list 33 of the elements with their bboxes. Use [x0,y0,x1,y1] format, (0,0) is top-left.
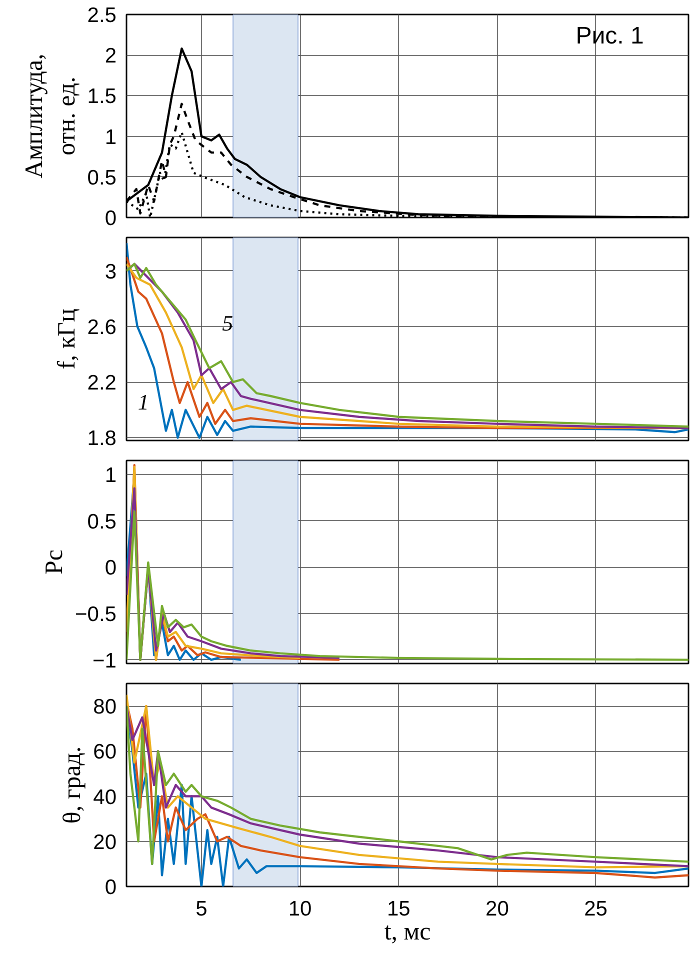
y-tick-label: 0.5 [87,510,117,534]
y-tick-label: 0.5 [87,166,117,190]
y-tick-label: 2.6 [87,316,117,339]
x-tick-label: 10 [288,898,312,920]
y-tick-label: 1 [104,126,117,149]
y-axis-title: Амплитуда, отн. ед. [20,54,80,178]
y-tick-label: 60 [93,740,116,764]
y-tick-label: 2.5 [87,4,117,27]
y-tick-label: 40 [93,786,116,809]
y-tick-label: 1 [104,464,117,487]
y-axis-title: Pc [41,550,68,574]
x-tick-label: 15 [386,898,410,920]
y-tick-label: 20 [93,830,116,854]
x-tick-label: 25 [584,898,608,920]
y-tick-label: 2.2 [87,372,117,395]
y-tick-label: 80 [93,696,116,719]
y-tick-label: 0 [104,207,117,230]
y-tick-label: 2 [104,44,117,68]
y-tick-label: −0.5 [75,602,117,626]
y-tick-label: 0 [104,556,117,580]
y-tick-label: 0 [104,876,117,899]
x-tick-label: 5 [196,898,208,920]
y-tick-label: −1 [92,649,117,672]
annotation: 1 [138,389,149,414]
annotation: 5 [222,310,234,336]
x-tick-label: 20 [486,898,509,920]
y-axis-title: f, кГц [53,308,80,370]
y-tick-label: 1.8 [87,427,117,450]
y-axis-title: θ, град. [59,746,86,824]
y-tick-label: 1.5 [87,85,117,108]
x-axis-title: t, мс [384,918,431,946]
annotation: Рис. 1 [576,22,644,50]
y-tick-label: 3 [104,260,117,284]
